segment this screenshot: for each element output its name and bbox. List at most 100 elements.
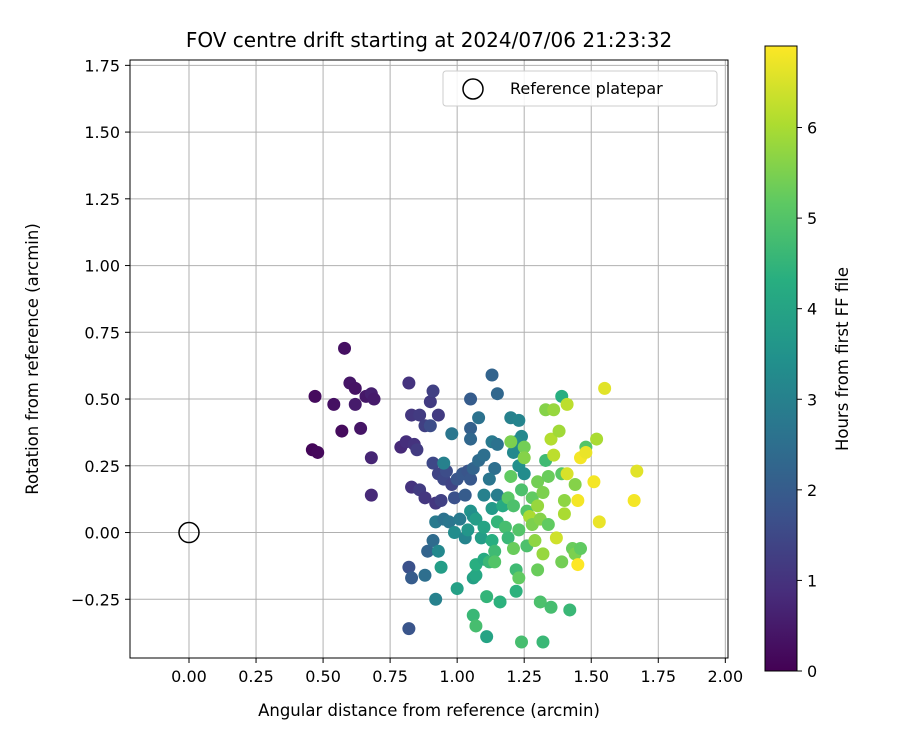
data-point bbox=[485, 534, 499, 548]
colorbar-ticks: 0 1 2 3 4 5 6 bbox=[797, 119, 817, 681]
data-point bbox=[531, 475, 545, 489]
colorbar-label: Hours from first FF file bbox=[833, 267, 852, 451]
y-tick-label: 1.75 bbox=[84, 56, 120, 75]
colorbar-tick-label: 0 bbox=[807, 662, 817, 681]
data-point bbox=[447, 526, 461, 540]
data-point bbox=[477, 520, 491, 534]
data-point bbox=[555, 555, 569, 569]
data-point bbox=[453, 512, 467, 526]
data-point bbox=[590, 432, 604, 446]
data-point bbox=[512, 571, 526, 585]
data-point bbox=[587, 475, 601, 489]
data-point bbox=[426, 456, 440, 470]
data-point bbox=[469, 619, 483, 633]
data-point bbox=[429, 592, 443, 606]
colorbar-tick-label: 3 bbox=[807, 390, 817, 409]
data-point bbox=[464, 421, 478, 435]
data-point bbox=[574, 542, 588, 556]
data-point bbox=[434, 493, 448, 507]
data-point bbox=[311, 445, 325, 459]
data-point bbox=[485, 502, 499, 515]
y-tick-label: 0.00 bbox=[84, 524, 120, 543]
data-point bbox=[466, 608, 480, 622]
data-point bbox=[485, 368, 499, 382]
data-point bbox=[536, 485, 550, 499]
colorbar-tick-label: 2 bbox=[807, 481, 817, 500]
data-point bbox=[512, 413, 526, 427]
x-axis-ticks: 0.00 0.25 0.50 0.75 1.00 1.25 1.50 1.75 2.00 bbox=[171, 658, 743, 686]
data-point bbox=[547, 448, 561, 462]
data-point bbox=[541, 469, 555, 483]
data-point bbox=[630, 464, 644, 478]
data-point bbox=[506, 445, 520, 459]
legend-box bbox=[442, 70, 718, 107]
x-tick-label: 0.00 bbox=[171, 667, 207, 686]
data-point bbox=[434, 560, 448, 574]
data-point bbox=[474, 531, 488, 545]
data-point bbox=[445, 427, 459, 441]
y-tick-label: 1.25 bbox=[84, 190, 120, 209]
chart-title: FOV centre drift starting at 2024/07/06 … bbox=[186, 28, 672, 52]
data-point bbox=[405, 571, 419, 585]
data-point bbox=[413, 408, 427, 422]
data-point bbox=[464, 392, 478, 406]
data-point bbox=[531, 563, 545, 577]
data-point bbox=[426, 384, 440, 398]
data-point bbox=[469, 512, 483, 526]
data-point bbox=[426, 534, 440, 548]
data-point bbox=[477, 488, 491, 502]
data-point bbox=[544, 600, 558, 614]
data-point bbox=[482, 472, 496, 486]
x-tick-label: 1.75 bbox=[640, 667, 676, 686]
data-point bbox=[364, 488, 378, 502]
data-point bbox=[477, 448, 491, 462]
data-point bbox=[504, 469, 518, 483]
data-point bbox=[488, 461, 502, 475]
data-point bbox=[517, 440, 531, 454]
data-point bbox=[348, 381, 362, 395]
x-axis-label: Angular distance from reference (arcmin) bbox=[258, 701, 600, 720]
data-point bbox=[402, 622, 416, 636]
data-point bbox=[308, 389, 322, 403]
data-point bbox=[560, 397, 574, 411]
data-point bbox=[490, 488, 504, 502]
data-point bbox=[557, 507, 571, 521]
data-point bbox=[437, 456, 451, 470]
data-point bbox=[480, 590, 494, 604]
data-point bbox=[423, 419, 437, 433]
data-point bbox=[418, 568, 432, 582]
x-tick-label: 0.25 bbox=[238, 667, 274, 686]
y-tick-label: 1.00 bbox=[84, 257, 120, 276]
y-axis-ticks: −0.25 0.00 0.25 0.50 0.75 1.00 1.25 1.50 1.75 bbox=[71, 56, 130, 609]
data-point bbox=[571, 493, 585, 507]
data-point bbox=[469, 568, 483, 582]
data-point bbox=[517, 467, 531, 481]
data-point bbox=[402, 560, 416, 574]
x-tick-label: 1.25 bbox=[506, 667, 542, 686]
data-point bbox=[490, 387, 504, 401]
x-tick-label: 2.00 bbox=[708, 667, 744, 686]
data-point bbox=[410, 443, 424, 457]
data-point bbox=[335, 424, 349, 438]
data-point bbox=[512, 523, 526, 537]
data-point bbox=[354, 421, 368, 435]
x-tick-label: 1.00 bbox=[439, 667, 475, 686]
data-point bbox=[461, 523, 475, 537]
data-point bbox=[490, 437, 504, 451]
data-point bbox=[547, 403, 561, 417]
y-tick-label: −0.25 bbox=[71, 590, 120, 609]
data-point bbox=[472, 411, 486, 425]
grid bbox=[130, 60, 728, 658]
data-point bbox=[501, 531, 515, 545]
legend-marker-icon bbox=[462, 78, 484, 100]
data-point bbox=[536, 635, 550, 649]
data-point bbox=[338, 341, 352, 355]
data-point bbox=[531, 499, 545, 513]
data-point bbox=[571, 558, 585, 572]
data-point bbox=[493, 595, 507, 609]
data-point bbox=[442, 515, 456, 529]
colorbar-tick-label: 1 bbox=[807, 571, 817, 590]
data-point bbox=[504, 435, 518, 449]
y-tick-label: 0.75 bbox=[84, 323, 120, 342]
